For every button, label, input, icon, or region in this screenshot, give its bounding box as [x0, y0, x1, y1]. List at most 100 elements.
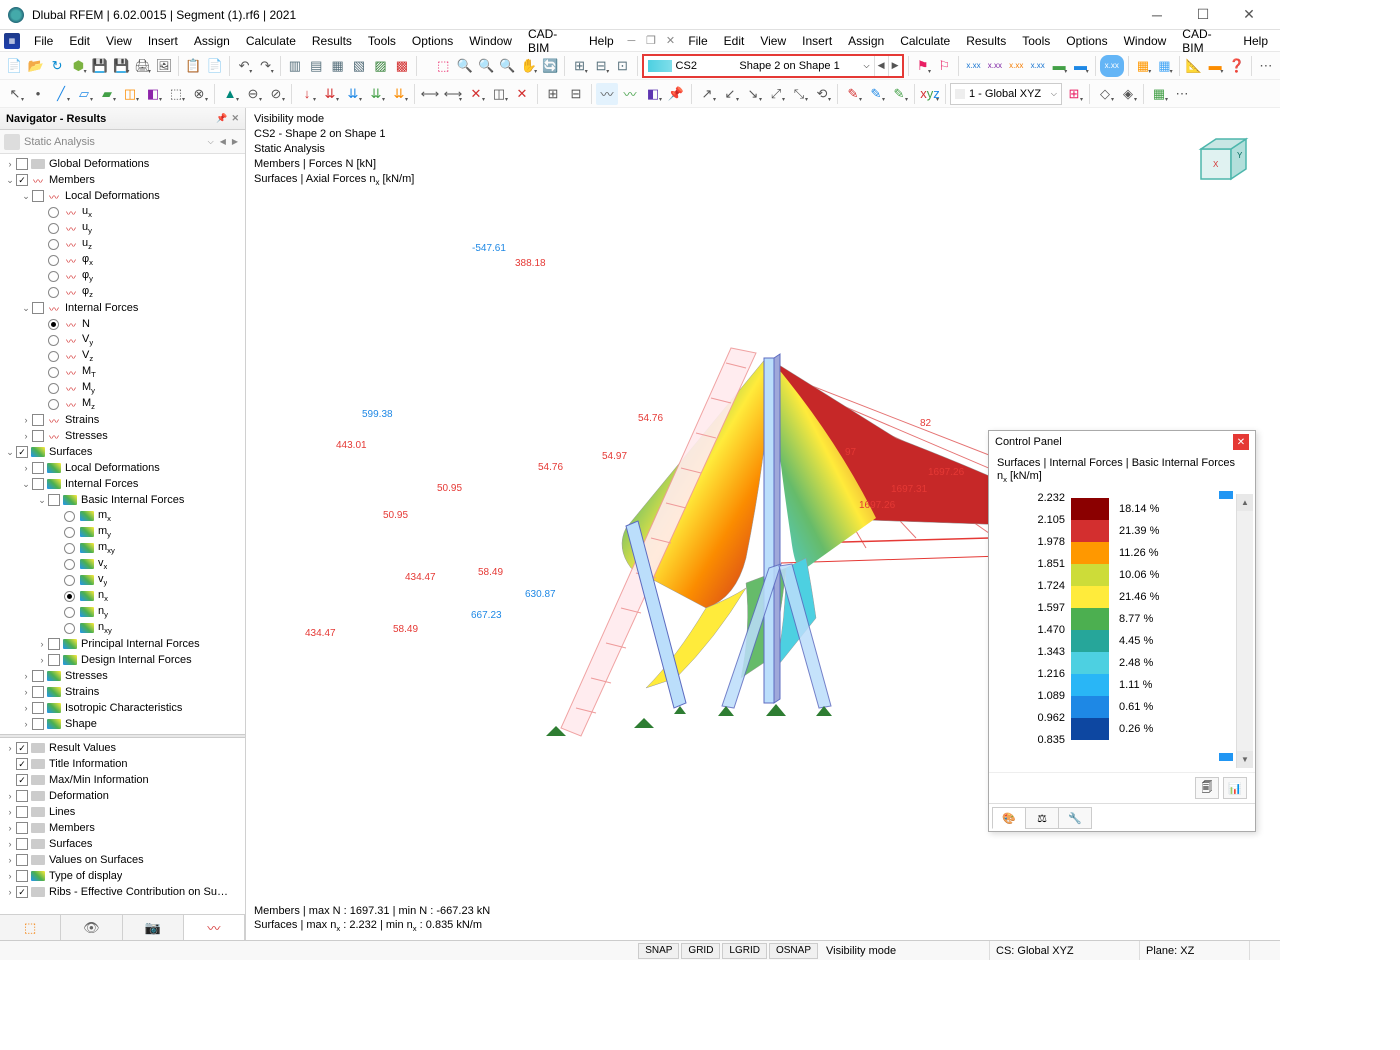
menu-help[interactable]: Help: [1235, 32, 1276, 50]
tree-item[interactable]: ›Local Deformations: [0, 460, 245, 476]
tree-checkbox[interactable]: [16, 790, 28, 802]
minimize-button[interactable]: ─: [1134, 0, 1180, 30]
tree-item[interactable]: ›✓Result Values: [0, 740, 245, 756]
tb-panel-2[interactable]: ▤: [306, 55, 326, 77]
tree-item[interactable]: 〰My: [0, 380, 245, 396]
tree-item[interactable]: 〰N: [0, 316, 245, 332]
tree-item[interactable]: ›Shape: [0, 716, 245, 732]
cs-dropdown-icon[interactable]: ⌵: [860, 61, 874, 71]
tree-checkbox[interactable]: [32, 702, 44, 714]
tree-item[interactable]: ›Lines: [0, 804, 245, 820]
tree-item[interactable]: ⌄✓Surfaces: [0, 444, 245, 460]
tree-item[interactable]: 〰Vy: [0, 332, 245, 348]
tree-item[interactable]: ›Members: [0, 820, 245, 836]
tb-panel-6[interactable]: ▩: [392, 55, 412, 77]
nav-tree-upper[interactable]: ›Global Deformations⌄✓〰Members⌄〰Local De…: [0, 154, 245, 734]
tb2-graph-1[interactable]: 〰: [596, 83, 618, 105]
tb2-support[interactable]: ▲: [219, 83, 241, 105]
tree-radio[interactable]: [48, 271, 59, 282]
tree-item[interactable]: 〰φx: [0, 252, 245, 268]
tb-save[interactable]: 💾: [90, 55, 110, 77]
tb2-select[interactable]: ↖: [4, 83, 26, 105]
tree-item[interactable]: my: [0, 524, 245, 540]
tb-zoom-win[interactable]: ⬚: [433, 55, 453, 77]
tb2-intersect[interactable]: ⊗: [188, 83, 210, 105]
tb2-dim-5[interactable]: ✕: [511, 83, 533, 105]
tb-visibility-3[interactable]: ⊡: [612, 55, 632, 77]
tree-checkbox[interactable]: ✓: [16, 774, 28, 786]
mdi-close[interactable]: ✕: [661, 32, 681, 50]
tb-open[interactable]: 📂: [25, 55, 45, 77]
sb-toggle-osnap[interactable]: OSNAP: [769, 943, 818, 959]
tree-item[interactable]: 〰Mz: [0, 396, 245, 412]
mdi-restore[interactable]: ❐: [641, 32, 661, 50]
nav-mode-next[interactable]: ▶: [229, 137, 241, 146]
tree-checkbox[interactable]: ✓: [16, 758, 28, 770]
tree-checkbox[interactable]: [32, 670, 44, 682]
tb-help[interactable]: ❓: [1226, 55, 1246, 77]
nav-tree-lower[interactable]: ›✓Result Values✓Title Information✓Max/Mi…: [0, 738, 245, 914]
tb2-arrow-4[interactable]: ⤢: [765, 83, 787, 105]
nav-mode-dd[interactable]: ⌵: [205, 137, 217, 147]
tb2-render[interactable]: ▦: [1148, 83, 1170, 105]
tb-zoom-prev[interactable]: 🔍: [476, 55, 496, 77]
viewport[interactable]: Visibility modeCS2 - Shape 2 on Shape 1S…: [246, 108, 1280, 940]
cs-next[interactable]: ▶: [888, 56, 902, 76]
tree-item[interactable]: ⌄〰Local Deformations: [0, 188, 245, 204]
tree-radio[interactable]: [48, 335, 59, 346]
tree-radio[interactable]: [64, 607, 75, 618]
tb2-grid[interactable]: ⊞: [1063, 83, 1085, 105]
tree-radio[interactable]: [48, 255, 59, 266]
tree-checkbox[interactable]: [16, 822, 28, 834]
tb-copy[interactable]: 📋: [183, 55, 203, 77]
menu-tools[interactable]: Tools: [1014, 32, 1058, 50]
tb2-cube[interactable]: ◧: [642, 83, 664, 105]
sb-toggle-grid[interactable]: GRID: [681, 943, 720, 959]
tb2-graph-2[interactable]: 〰: [619, 83, 641, 105]
nav-mode-selector[interactable]: Static Analysis ⌵ ◀ ▶: [0, 130, 245, 154]
tree-checkbox[interactable]: [32, 718, 44, 730]
tree-item[interactable]: ›Design Internal Forces: [0, 652, 245, 668]
tb2-dim-2[interactable]: ⟷: [442, 83, 464, 105]
tree-item[interactable]: mx: [0, 508, 245, 524]
nav-tab-display[interactable]: 👁: [61, 915, 122, 940]
tb-visibility-1[interactable]: ⊞: [569, 55, 589, 77]
tree-item[interactable]: 〰Vz: [0, 348, 245, 364]
tree-checkbox[interactable]: [16, 806, 28, 818]
tree-radio[interactable]: [64, 527, 75, 538]
tree-checkbox[interactable]: [32, 686, 44, 698]
mdi-minimize[interactable]: ─: [622, 32, 642, 50]
tree-item[interactable]: ⌄Internal Forces: [0, 476, 245, 492]
tree-checkbox[interactable]: [16, 870, 28, 882]
tb2-node[interactable]: •: [27, 83, 49, 105]
tb-results-filter[interactable]: ▦: [1154, 55, 1174, 77]
menu-results[interactable]: Results: [958, 32, 1014, 50]
tree-checkbox[interactable]: [32, 302, 44, 314]
tb2-load-node[interactable]: ↓: [296, 83, 318, 105]
tree-item[interactable]: 〰φz: [0, 284, 245, 300]
menu-window[interactable]: Window: [1116, 32, 1175, 50]
sb-toggle-snap[interactable]: SNAP: [638, 943, 679, 959]
tb2-line[interactable]: ╱: [50, 83, 72, 105]
menu-options[interactable]: Options: [404, 32, 461, 50]
menu-cad-bim[interactable]: CAD-BIM: [1174, 25, 1235, 57]
menu-insert[interactable]: Insert: [794, 32, 840, 50]
tb-more[interactable]: ⋯: [1256, 55, 1276, 77]
tb2-load-line[interactable]: ⇊: [319, 83, 341, 105]
tree-item[interactable]: ›Global Deformations: [0, 156, 245, 172]
tree-checkbox[interactable]: ✓: [16, 742, 28, 754]
menu-assign[interactable]: Assign: [186, 32, 238, 50]
tb-panel-4[interactable]: ▧: [349, 55, 369, 77]
tree-item[interactable]: vx: [0, 556, 245, 572]
tree-item[interactable]: ✓Title Information: [0, 756, 245, 772]
menu-cad-bim[interactable]: CAD-BIM: [520, 25, 581, 57]
tree-radio[interactable]: [48, 319, 59, 330]
tb2-arrow-3[interactable]: ↘: [742, 83, 764, 105]
tb2-arrow-2[interactable]: ↙: [719, 83, 741, 105]
tree-item[interactable]: ⌄〰Internal Forces: [0, 300, 245, 316]
view-cube[interactable]: Y X: [1186, 124, 1256, 194]
legend-slider-bot[interactable]: [1219, 753, 1233, 761]
tree-item[interactable]: ✓Max/Min Information: [0, 772, 245, 788]
menu-edit[interactable]: Edit: [716, 32, 753, 50]
tree-checkbox[interactable]: [32, 190, 44, 202]
